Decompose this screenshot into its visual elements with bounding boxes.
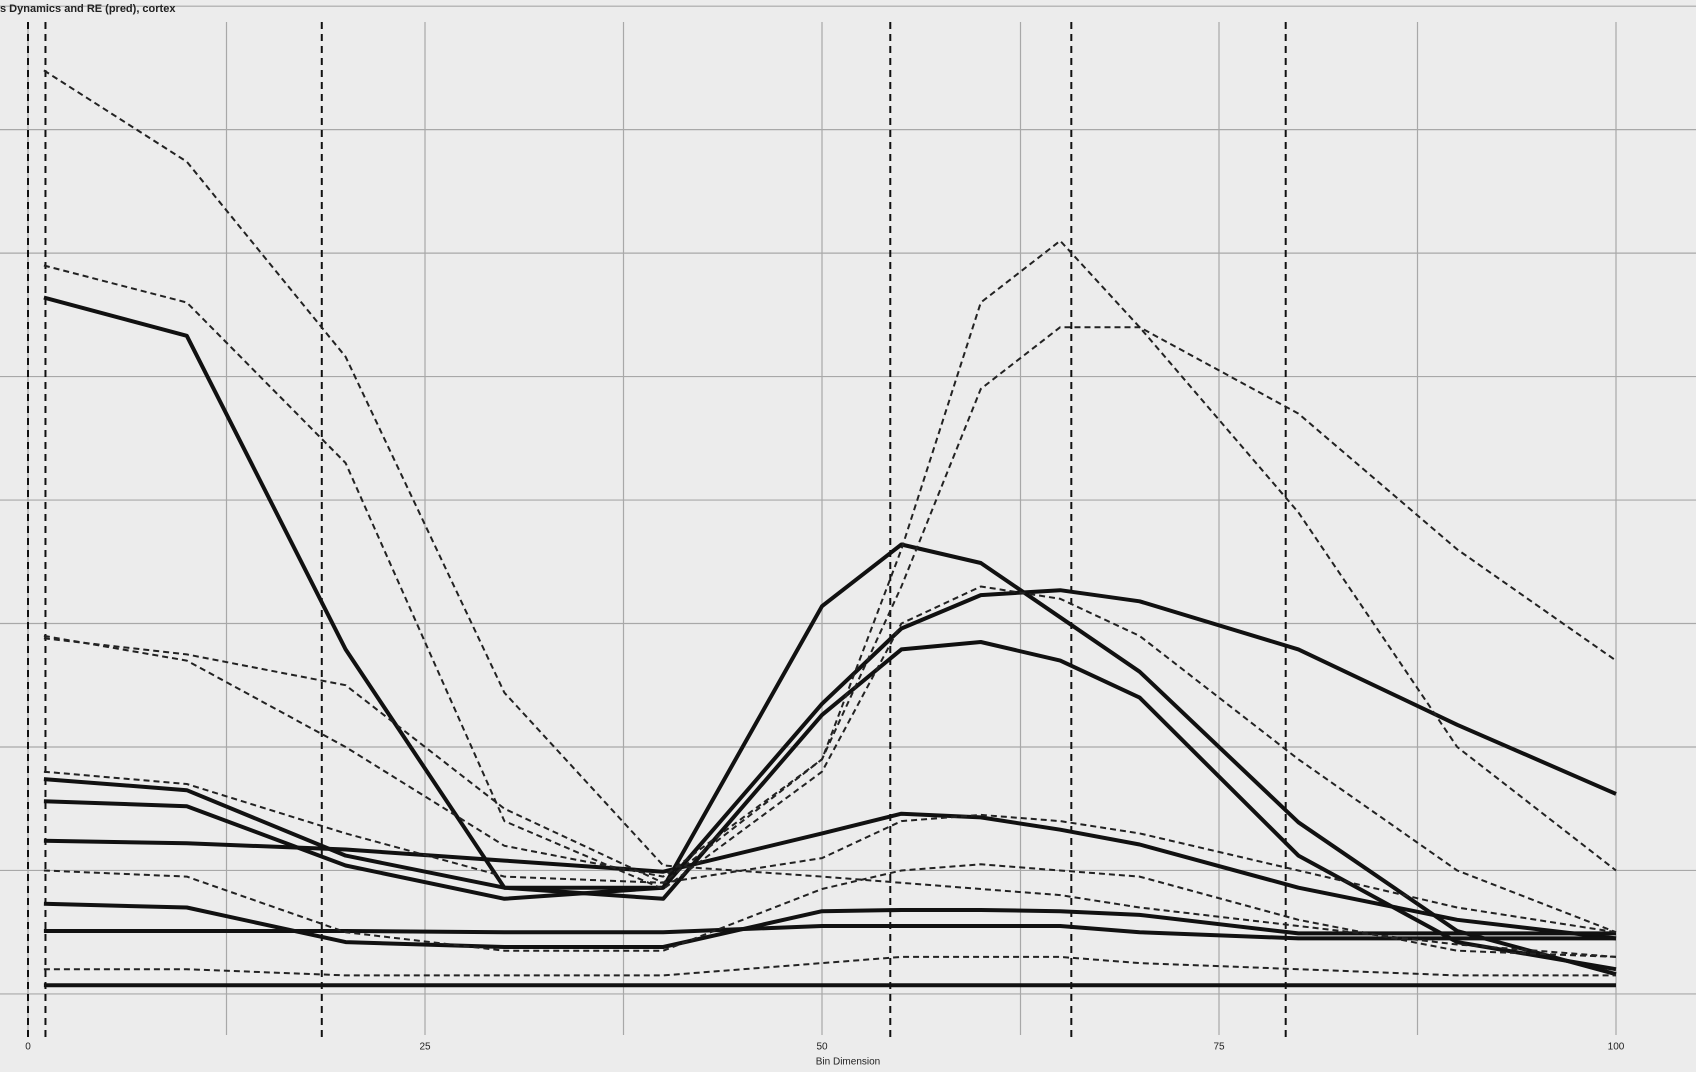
series-line <box>43 542 1617 977</box>
series-line <box>43 239 1617 884</box>
series-line <box>43 863 1617 958</box>
series-line <box>43 69 1617 958</box>
series-line <box>43 588 1617 890</box>
x-tick-label: 75 <box>1213 1042 1225 1053</box>
x-tick-label: 25 <box>419 1042 431 1053</box>
x-tick-label: 0 <box>25 1042 31 1053</box>
x-tick-label: 50 <box>816 1042 828 1053</box>
x-tick-label: 100 <box>1608 1042 1625 1053</box>
series-line <box>43 901 1616 949</box>
series-line <box>43 955 1616 977</box>
x-axis-label: Bin Dimension <box>816 1057 880 1068</box>
series-line <box>43 637 1617 934</box>
series-line <box>43 264 1617 934</box>
series-line <box>43 924 1616 941</box>
chart-title: s Dynamics and RE (pred), cortex <box>0 3 176 15</box>
series-line <box>43 326 1617 878</box>
series-line <box>43 811 1617 941</box>
series-line <box>43 295 1617 972</box>
